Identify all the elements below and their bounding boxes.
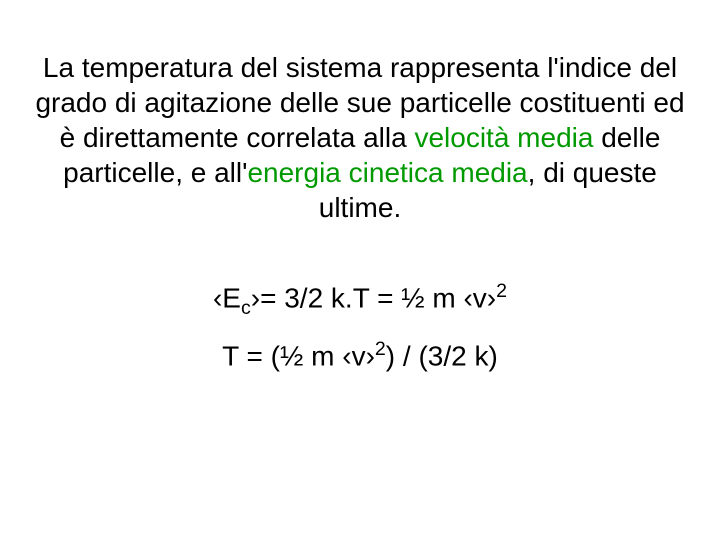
highlight-energia-cinetica: energia cinetica media — [247, 157, 527, 188]
equation-line-1: ‹Ec›= 3/2 k.T = ½ m ‹v›2 — [30, 280, 690, 320]
eq1-superscript: 2 — [496, 280, 507, 302]
eq1-mid: = 3/2 k.T = ½ m ‹v› — [260, 282, 496, 313]
eq1-lhs-close: › — [251, 282, 260, 313]
equations-block: ‹Ec›= 3/2 k.T = ½ m ‹v›2 T = (½ m ‹v›2) … — [30, 270, 690, 390]
equation-line-2: T = (½ m ‹v›2) / (3/2 k) — [30, 338, 690, 372]
eq2-superscript: 2 — [375, 338, 386, 360]
main-paragraph: La temperatura del sistema rappresenta l… — [30, 50, 690, 225]
eq2-post: ) / (3/2 k) — [386, 340, 498, 371]
slide: La temperatura del sistema rappresenta l… — [0, 0, 720, 540]
eq1-subscript: c — [241, 297, 251, 319]
eq2-pre: T = (½ m ‹v› — [222, 340, 375, 371]
highlight-velocita-media: velocità media — [414, 122, 593, 153]
eq1-lhs-open: ‹E — [213, 282, 241, 313]
